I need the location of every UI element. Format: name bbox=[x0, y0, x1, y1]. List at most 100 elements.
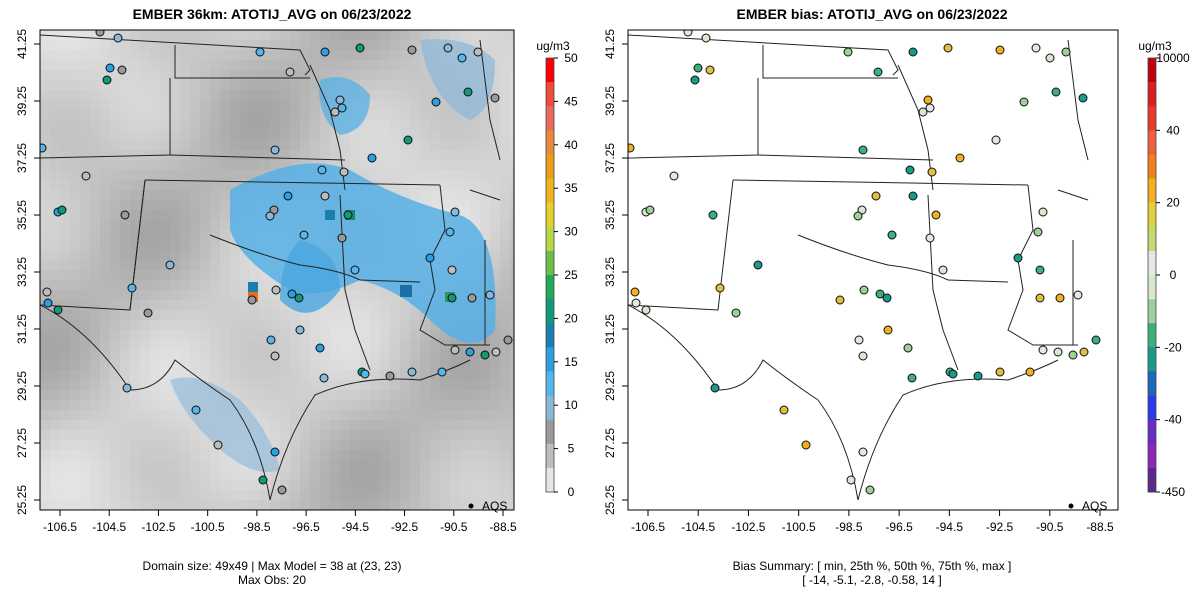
grid-cell bbox=[420, 410, 430, 420]
grid-cell bbox=[240, 110, 250, 120]
grid-cell bbox=[430, 140, 440, 150]
grid-cell bbox=[490, 220, 500, 230]
grid-cell bbox=[400, 130, 410, 140]
grid-cell bbox=[320, 490, 330, 500]
grid-cell bbox=[470, 370, 480, 380]
grid-cell bbox=[280, 450, 290, 460]
grid-cell bbox=[230, 70, 240, 80]
grid-cell bbox=[400, 480, 410, 490]
grid-cell bbox=[210, 290, 220, 300]
grid-cell bbox=[280, 400, 290, 410]
grid-cell bbox=[180, 90, 190, 100]
grid-cell bbox=[320, 60, 330, 70]
grid-cell bbox=[480, 120, 490, 130]
grid-cell bbox=[420, 490, 430, 500]
grid-cell bbox=[460, 430, 470, 440]
grid-cell bbox=[60, 70, 70, 80]
grid-cell bbox=[370, 130, 380, 140]
grid-cell bbox=[120, 180, 130, 190]
grid-cell bbox=[370, 380, 380, 390]
grid-cell bbox=[260, 500, 270, 510]
grid-cell bbox=[470, 160, 480, 170]
grid-cell bbox=[90, 140, 100, 150]
grid-cell bbox=[240, 80, 250, 90]
grid-cell bbox=[160, 360, 170, 370]
grid-cell bbox=[150, 240, 160, 250]
grid-cell bbox=[50, 300, 60, 310]
grid-cell bbox=[180, 450, 190, 460]
grid-cell bbox=[280, 80, 290, 90]
grid-cell bbox=[210, 270, 220, 280]
grid-cell bbox=[440, 110, 450, 120]
grid-cell bbox=[490, 360, 500, 370]
grid-cell bbox=[50, 390, 60, 400]
high-concentration-region bbox=[420, 39, 495, 120]
grid-cell bbox=[400, 500, 410, 510]
grid-cell bbox=[420, 390, 430, 400]
x-tick-label: -104.5 bbox=[92, 520, 126, 534]
grid-cell bbox=[410, 440, 420, 450]
colorbar-tick-label: 30 bbox=[564, 225, 578, 239]
grid-cell bbox=[510, 110, 514, 120]
aqs-site-marker bbox=[165, 260, 175, 270]
grid-cell bbox=[310, 450, 320, 460]
aqs-site-marker bbox=[294, 293, 304, 303]
grid-cell bbox=[330, 370, 340, 380]
grid-cell bbox=[390, 370, 400, 380]
grid-cell bbox=[70, 70, 80, 80]
grid-cell bbox=[490, 240, 500, 250]
grid-cell bbox=[420, 460, 430, 470]
grid-cell bbox=[190, 210, 200, 220]
aqs-bias-marker bbox=[1068, 350, 1078, 360]
grid-cell bbox=[280, 410, 290, 420]
y-tick-label: 27.25 bbox=[15, 428, 29, 458]
grid-cell bbox=[150, 450, 160, 460]
grid-cell bbox=[350, 320, 360, 330]
grid-cell bbox=[170, 120, 180, 130]
aqs-bias-marker bbox=[883, 325, 893, 335]
grid-cell bbox=[440, 480, 450, 490]
grid-cell bbox=[150, 60, 160, 70]
grid-cell bbox=[430, 90, 440, 100]
grid-cell bbox=[250, 410, 260, 420]
grid-cell bbox=[90, 500, 100, 510]
grid-cell bbox=[390, 490, 400, 500]
grid-cell bbox=[50, 60, 60, 70]
grid-cell bbox=[120, 80, 130, 90]
grid-cell bbox=[310, 410, 320, 420]
grid-cell bbox=[270, 480, 280, 490]
grid-cell bbox=[500, 420, 510, 430]
grid-cell bbox=[160, 290, 170, 300]
grid-cell bbox=[40, 110, 50, 120]
grid-cell bbox=[280, 30, 290, 40]
grid-cell bbox=[90, 230, 100, 240]
grid-cell bbox=[360, 430, 370, 440]
grid-cell bbox=[120, 260, 130, 270]
grid-cell bbox=[490, 110, 500, 120]
grid-cell bbox=[480, 450, 490, 460]
grid-cell bbox=[60, 220, 70, 230]
grid-cell bbox=[460, 160, 470, 170]
aqs-site-marker bbox=[425, 253, 435, 263]
grid-cell bbox=[470, 440, 480, 450]
aqs-legend-marker bbox=[468, 503, 474, 509]
grid-cell bbox=[120, 140, 130, 150]
grid-cell bbox=[50, 70, 60, 80]
grid-cell bbox=[230, 280, 240, 290]
grid-cell bbox=[210, 240, 220, 250]
grid-cell bbox=[160, 40, 170, 50]
grid-cell bbox=[370, 440, 380, 450]
grid-cell bbox=[210, 80, 220, 90]
grid-cell bbox=[130, 400, 140, 410]
grid-cell bbox=[270, 390, 280, 400]
colorbar-swatch bbox=[1148, 467, 1156, 493]
grid-cell bbox=[260, 70, 270, 80]
grid-cell bbox=[40, 320, 50, 330]
grid-cell bbox=[510, 420, 514, 430]
colorbar-swatch bbox=[1148, 202, 1156, 228]
grid-cell bbox=[170, 340, 180, 350]
grid-cell bbox=[260, 90, 270, 100]
grid-cell bbox=[120, 300, 130, 310]
colorbar-swatch bbox=[1148, 371, 1156, 397]
grid-cell bbox=[400, 380, 410, 390]
